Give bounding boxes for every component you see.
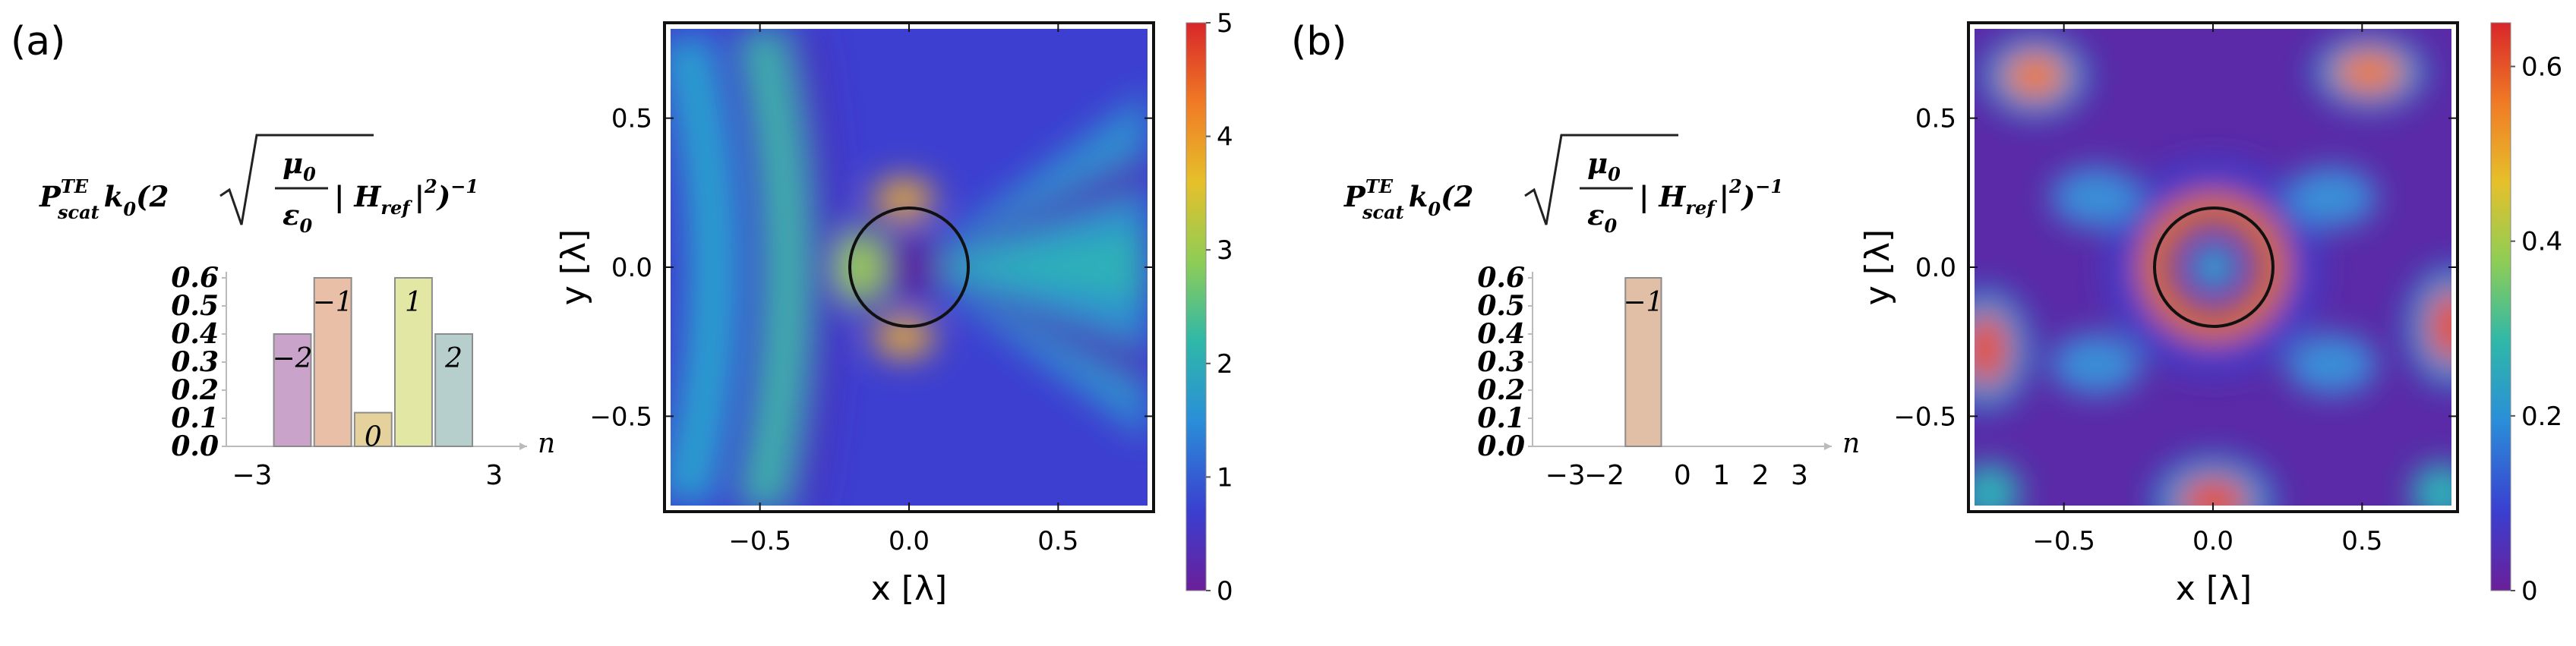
- bar-data-label: 0: [365, 422, 382, 453]
- bar-x-axis-arrow: [519, 443, 527, 450]
- colorbar-tick-label: 0.6: [2521, 52, 2562, 83]
- panel-a-bar-chart: 0.00.10.20.30.40.50.6 n −3 3 −2−1 0 12: [171, 262, 555, 491]
- bar-x-tick-label: −3: [1545, 460, 1586, 491]
- bar-y-tick-label: 0.0: [171, 430, 219, 462]
- bar-y-tick-label: 0.1: [1477, 402, 1525, 434]
- bar: [394, 277, 433, 447]
- bar-data-label: −1: [313, 287, 353, 318]
- bar-y-tick-label: 0.6: [1477, 262, 1525, 294]
- colorbar-tick-label: 0: [2521, 576, 2538, 607]
- panel-a-field-map: −0.5 0.0 0.5 −0.5 0.0 0.5 x [λ] y [λ]: [554, 21, 1155, 608]
- bar-x-axis-arrow: [1824, 443, 1832, 450]
- map-x-tick-label: 0.5: [2341, 526, 2382, 556]
- bar: [313, 277, 352, 447]
- bar-x-axis-label: n: [1842, 428, 1860, 459]
- map-x-tick-label: −0.5: [728, 526, 791, 556]
- colorbar-tick-label: 0.2: [2521, 402, 2562, 432]
- particle-circle: [2153, 206, 2275, 328]
- svg-text:ε0: ε0: [283, 198, 313, 237]
- bar-data-label: 1: [405, 287, 422, 318]
- bar-y-tick-label: 0.4: [171, 318, 219, 350]
- bar-x-tick-label: −3: [232, 460, 272, 491]
- map-y-tick-label: 0.0: [1915, 253, 1956, 283]
- panel-b-field-map: −0.5 0.0 0.5 −0.5 0.0 0.5 x [λ] y [λ]: [1858, 21, 2459, 608]
- map-x-tick-label: −0.5: [2032, 526, 2095, 556]
- panel-a-label: (a): [11, 19, 65, 65]
- particle-circle: [848, 206, 970, 328]
- bar-x-tick-label: −2: [1584, 460, 1624, 491]
- bar: [434, 333, 474, 447]
- bar-y-tick-label: 0.0: [1477, 430, 1525, 462]
- svg-text:| Href|2)−1: | Href |2)−1: [334, 175, 478, 219]
- colorbar-tick-label: 2: [1217, 349, 1233, 380]
- map-x-tick-label: 0.0: [889, 526, 930, 556]
- map-y-tick-label: 0.0: [611, 253, 652, 283]
- panel-b-label: (b): [1291, 19, 1347, 65]
- panel-b-bar-title: PTE scat k0(2 μ0 ε0 | Href |2)−1: [1343, 134, 1783, 237]
- colorbar-tick-label: 1: [1217, 462, 1233, 493]
- bar-x-tick-label: 3: [1791, 460, 1808, 491]
- bar-x-tick-label: 2: [1752, 460, 1769, 491]
- bar-y-tick-label: 0.5: [171, 290, 219, 322]
- colorbar-tick-label: 0: [1217, 576, 1233, 607]
- map-x-tick-label: 0.5: [1037, 526, 1078, 556]
- panel-a-colorbar: 0 1 2 3 4 5: [1185, 8, 1233, 607]
- bar-y-tick-label: 0.2: [1477, 374, 1525, 406]
- colorbar-tick-label: 5: [1217, 8, 1233, 39]
- bar-y-tick-label: 0.6: [171, 262, 219, 294]
- bar: [273, 333, 312, 447]
- svg-text:μ0: μ0: [283, 147, 316, 185]
- bar-data-label: −2: [272, 343, 312, 374]
- bar: [1624, 277, 1662, 447]
- panel-a: (a) PTE scat k0(2 μ0 ε0 | Href |2)−1 0.00.1…: [11, 8, 1233, 608]
- svg-text:μ0: μ0: [1587, 147, 1621, 185]
- colorbar-tick-label: 0.4: [2521, 227, 2562, 257]
- bar-y-tick-label: 0.1: [171, 402, 219, 434]
- bar-y-tick-label: 0.3: [171, 346, 219, 378]
- colorbar-tick-label: 3: [1217, 235, 1233, 266]
- map-y-tick-label: 0.5: [611, 104, 652, 134]
- map-y-tick-label: −0.5: [589, 402, 652, 432]
- map-a-xlabel: x [λ]: [871, 569, 947, 608]
- bar-data-label: −1: [1623, 287, 1663, 318]
- bar-x-tick-label: 3: [485, 460, 503, 491]
- map-y-tick-label: 0.5: [1915, 104, 1956, 134]
- panel-b: (b) PTE scat k0(2 μ0 ε0 | Href |2)−1 0.00.1…: [1291, 19, 2562, 608]
- map-y-tick-label: −0.5: [1893, 402, 1956, 432]
- svg-text:| Href|2)−1: | Href |2)−1: [1639, 175, 1783, 219]
- bar: [353, 411, 393, 447]
- bar-y-tick-label: 0.4: [1477, 318, 1525, 350]
- panel-b-bar-chart: 0.00.10.20.30.40.50.6 n −3−2 0 1 2 3 −1: [1477, 262, 1860, 491]
- bar-y-tick-label: 0.2: [171, 374, 219, 406]
- bar-x-tick-label: 1: [1713, 460, 1730, 491]
- svg-text:ε0: ε0: [1587, 198, 1618, 237]
- panel-a-bar-title: PTE scat k0(2 μ0 ε0 | Href |2)−1: [39, 134, 478, 237]
- bar-data-label: 2: [444, 343, 462, 374]
- panel-b-colorbar: 0 0.2 0.4 0.6: [2490, 22, 2562, 607]
- map-b-xlabel: x [λ]: [2176, 569, 2252, 608]
- map-b-ylabel: y [λ]: [1858, 229, 1897, 305]
- bar-y-tick-label: 0.5: [1477, 290, 1525, 322]
- bar-y-tick-label: 0.3: [1477, 346, 1525, 378]
- bar-x-axis-label: n: [538, 428, 555, 459]
- map-a-ylabel: y [λ]: [554, 229, 593, 305]
- bar-x-tick-label: 0: [1674, 460, 1691, 491]
- map-x-tick-label: 0.0: [2192, 526, 2233, 556]
- colorbar-tick-label: 4: [1217, 122, 1233, 153]
